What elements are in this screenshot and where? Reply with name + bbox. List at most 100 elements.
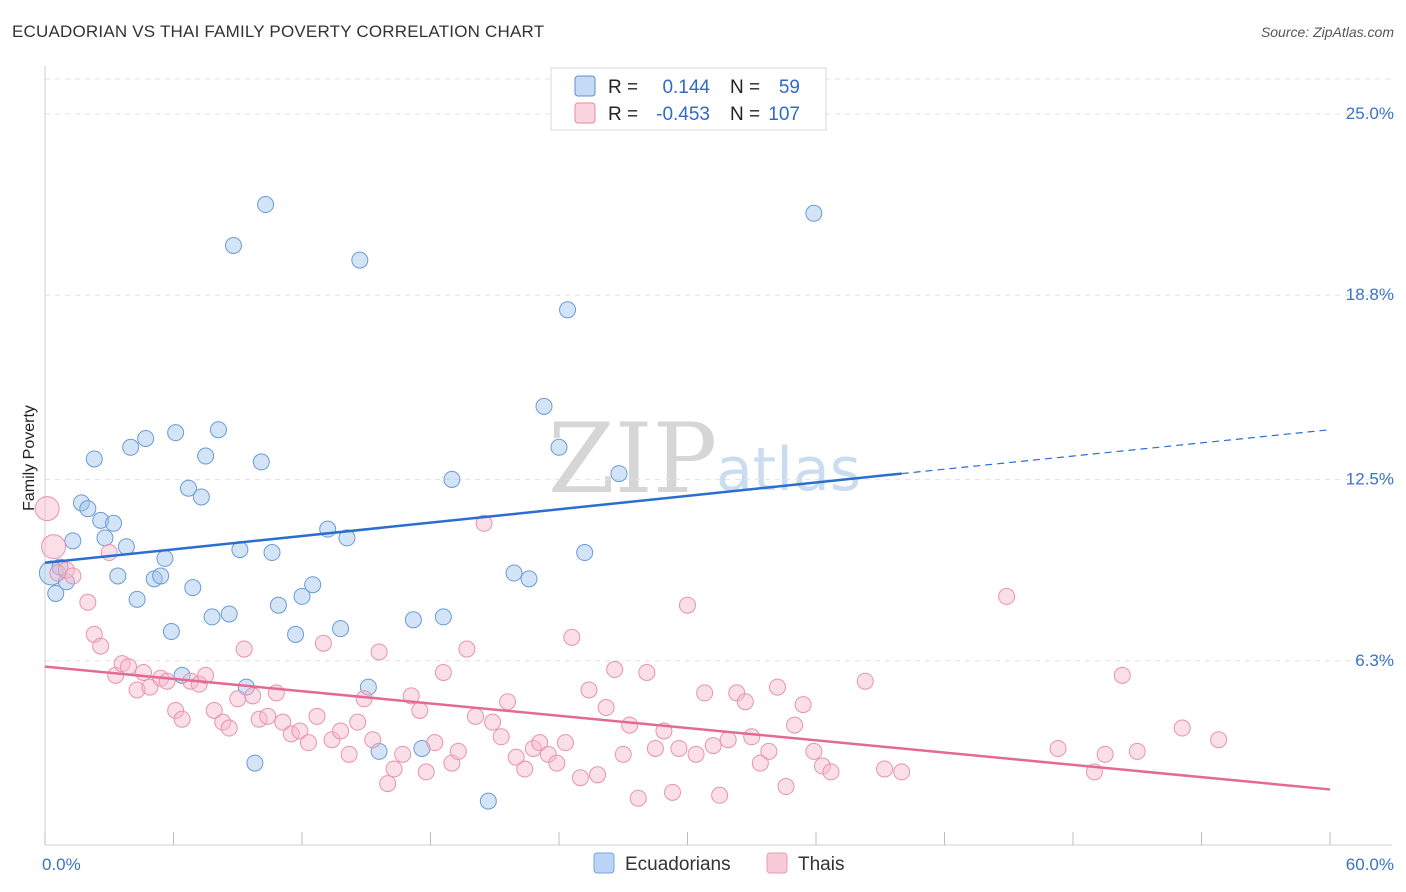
bottom-legend-label-ecuadorians: Ecuadorians <box>625 854 731 875</box>
ecuadorian-point <box>167 424 185 442</box>
legend-swatch-thais <box>574 102 596 124</box>
thai-point <box>524 739 542 757</box>
thai-point <box>173 710 191 728</box>
thai-point <box>1128 742 1146 760</box>
y-axis-label: Family Poverty <box>21 405 38 511</box>
thai-point <box>370 643 388 661</box>
ecuadorian-point <box>610 465 628 483</box>
series-legend: Ecuadorians Thais <box>593 852 844 875</box>
legend-r-value-thais: -0.453 <box>656 104 710 125</box>
thai-point <box>299 734 317 752</box>
x-tick-label-max: 60.0% <box>1346 855 1394 874</box>
bottom-legend-swatch-ecuadorians <box>593 852 615 874</box>
ecuadorian-point <box>85 450 103 468</box>
thai-point <box>614 745 632 763</box>
thai-point <box>499 693 517 711</box>
thai-point <box>385 760 403 778</box>
thai-point <box>64 567 82 585</box>
ecuadorian-point <box>109 567 127 585</box>
ecuadorian-point <box>505 564 523 582</box>
thai-point <box>484 713 502 731</box>
ecuadorian-point <box>246 754 264 772</box>
thai-point <box>876 760 894 778</box>
thai-point <box>646 739 664 757</box>
thai-point <box>704 737 722 755</box>
thai-point <box>1210 731 1228 749</box>
thai-point <box>629 789 647 807</box>
thai-point <box>449 742 467 760</box>
ecuadorian-point <box>263 544 281 562</box>
thai-point <box>751 754 769 772</box>
thai-point <box>664 783 682 801</box>
ecuadorian-point <box>269 596 287 614</box>
thai-point <box>580 681 598 699</box>
thai-point <box>711 786 729 804</box>
thai-point <box>777 778 795 796</box>
thai-point <box>214 713 232 731</box>
ecuadorian-point <box>220 605 238 623</box>
ecuadorian-point <box>434 608 452 626</box>
ecuadorian-point <box>224 236 242 254</box>
legend-n-label-thais: N = <box>730 104 760 125</box>
correlation-legend: R = 0.144 N = 59 R = -0.453 N = 107 <box>550 67 827 131</box>
thai-point <box>719 731 737 749</box>
thai-point <box>394 745 412 763</box>
thai-point <box>349 713 367 731</box>
trend-lines <box>44 429 1331 791</box>
ecuadorian-point <box>559 301 577 319</box>
thai-trend-line <box>44 665 1331 791</box>
thai-point <box>120 658 138 676</box>
ecuadorian-point <box>338 529 356 547</box>
y-tick-label: 18.8% <box>1346 285 1394 304</box>
y-tick-label: 6.3% <box>1355 651 1394 670</box>
thai-point <box>1173 719 1191 737</box>
watermark-atlas: atlas <box>716 435 861 505</box>
thai-point <box>1113 666 1131 684</box>
thai-point <box>259 707 277 725</box>
thai-point <box>229 690 247 708</box>
ecuadorian-trend-extension <box>901 429 1331 475</box>
thai-point <box>539 745 557 763</box>
thai-point <box>128 681 146 699</box>
thai-point <box>417 763 435 781</box>
axes <box>44 66 1392 846</box>
watermark-zip: ZIP <box>548 403 717 515</box>
chart-title: ECUADORIAN VS THAI FAMILY POVERTY CORREL… <box>12 22 545 41</box>
series-ecuadorians <box>38 196 823 810</box>
thai-point <box>1096 745 1114 763</box>
thai-point <box>402 687 420 705</box>
ecuadorian-point <box>257 196 275 214</box>
legend-r-label-ecuadorians: R = <box>608 77 638 98</box>
thai-point <box>998 587 1016 605</box>
ecuadorian-point <box>576 544 594 562</box>
ecuadorian-point <box>252 453 270 471</box>
thai-point <box>57 561 75 579</box>
ecuadorian-point <box>443 470 461 488</box>
thai-point <box>426 734 444 752</box>
ecuadorian-point <box>479 792 497 810</box>
ecuadorian-point <box>162 623 180 641</box>
thai-point <box>696 684 714 702</box>
ecuadorian-point <box>105 514 123 532</box>
thai-point <box>856 672 874 690</box>
ecuadorian-point <box>122 438 140 456</box>
ecuadorian-point <box>805 204 823 222</box>
ecuadorian-point <box>152 567 170 585</box>
thai-point <box>434 663 452 681</box>
thai-point <box>100 544 118 562</box>
thai-point <box>531 734 549 752</box>
thai-point <box>728 684 746 702</box>
thai-point <box>760 742 778 760</box>
thai-point <box>411 701 429 719</box>
thai-point <box>768 678 786 696</box>
thai-point <box>379 775 397 793</box>
grid-lines <box>45 78 1392 662</box>
thai-point <box>220 719 238 737</box>
thai-point <box>332 722 350 740</box>
ecuadorian-point <box>209 421 227 439</box>
thai-point <box>638 663 656 681</box>
series-thais <box>34 496 1228 807</box>
thai-point <box>597 699 615 717</box>
thai-point <box>687 745 705 763</box>
